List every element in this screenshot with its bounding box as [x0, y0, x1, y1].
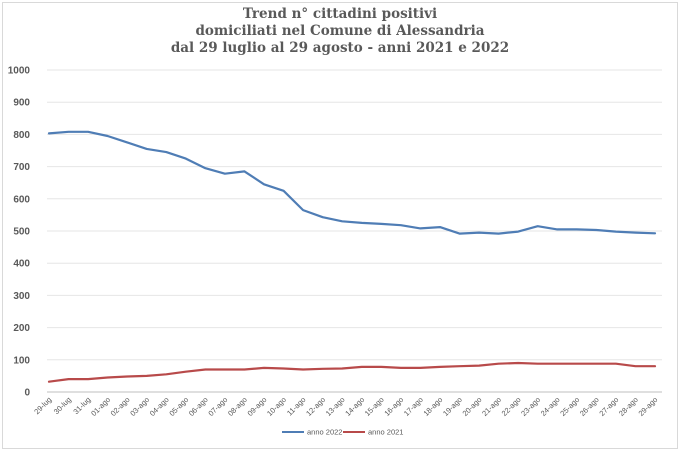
x-tick-label: 08-ago	[226, 395, 249, 418]
x-tick-label: 24-ago	[539, 395, 562, 418]
x-tick-label: 22-ago	[500, 395, 523, 418]
x-tick-label: 27-ago	[597, 395, 620, 418]
x-tick-label: 09-ago	[246, 395, 269, 418]
x-tick-label: 29-ago	[637, 395, 660, 418]
chart-title-line-3: dal 29 luglio al 29 agosto - anni 2021 e…	[170, 40, 510, 56]
x-tick-label: 02-ago	[109, 395, 132, 418]
x-tick-label: 11-ago	[285, 395, 307, 417]
x-tick-label: 23-ago	[519, 395, 542, 418]
y-tick-label: 600	[13, 194, 30, 205]
x-tick-label: 16-ago	[382, 395, 405, 418]
legend-label: anno 2022	[307, 428, 342, 437]
x-tick-label: 18-ago	[422, 395, 445, 418]
y-tick-label: 1000	[8, 66, 31, 77]
x-tick-label: 29-lug	[32, 395, 53, 416]
x-tick-label: 20-ago	[461, 395, 484, 418]
x-tick-label: 03-ago	[128, 395, 151, 418]
x-tick-label: 01-ago	[89, 395, 112, 418]
y-tick-label: 300	[13, 291, 30, 302]
x-tick-label: 07-ago	[206, 395, 229, 418]
x-tick-label: 28-ago	[617, 395, 640, 418]
chart-title: Trend n° cittadini positivi domiciliati …	[0, 6, 680, 57]
y-tick-label: 0	[24, 388, 30, 399]
x-tick-label: 05-ago	[167, 395, 190, 418]
series-line-2	[47, 361, 657, 383]
y-tick-label: 400	[13, 259, 30, 270]
y-tick-label: 700	[13, 162, 30, 173]
legend-label: anno 2021	[368, 428, 403, 437]
x-tick-label: 30-lug	[52, 395, 73, 416]
y-tick-label: 100	[13, 355, 30, 366]
x-tick-label: 25-ago	[558, 395, 581, 418]
x-tick-label: 04-ago	[148, 395, 171, 418]
x-tick-label: 13-ago	[324, 395, 347, 418]
y-tick-label: 200	[13, 323, 30, 334]
series-line-1	[47, 130, 657, 235]
y-tick-label: 900	[13, 98, 30, 109]
x-tick-label: 12-ago	[304, 395, 327, 418]
y-tick-label: 500	[13, 227, 30, 238]
chart-title-line-2: domiciliati nel Comune di Alessandria	[195, 23, 485, 39]
x-tick-label: 26-ago	[578, 395, 601, 418]
x-tick-label: 06-ago	[187, 395, 210, 418]
y-tick-label: 800	[13, 130, 30, 141]
x-tick-label: 14-ago	[343, 395, 366, 418]
x-tick-label: 10-ago	[265, 395, 288, 418]
x-tick-label: 21-ago	[480, 395, 503, 418]
chart-title-line-1: Trend n° cittadini positivi	[242, 6, 438, 22]
x-tick-label: 19-ago	[441, 395, 464, 418]
x-tick-label: 17-ago	[402, 395, 425, 418]
x-tick-label: 15-ago	[363, 395, 386, 418]
